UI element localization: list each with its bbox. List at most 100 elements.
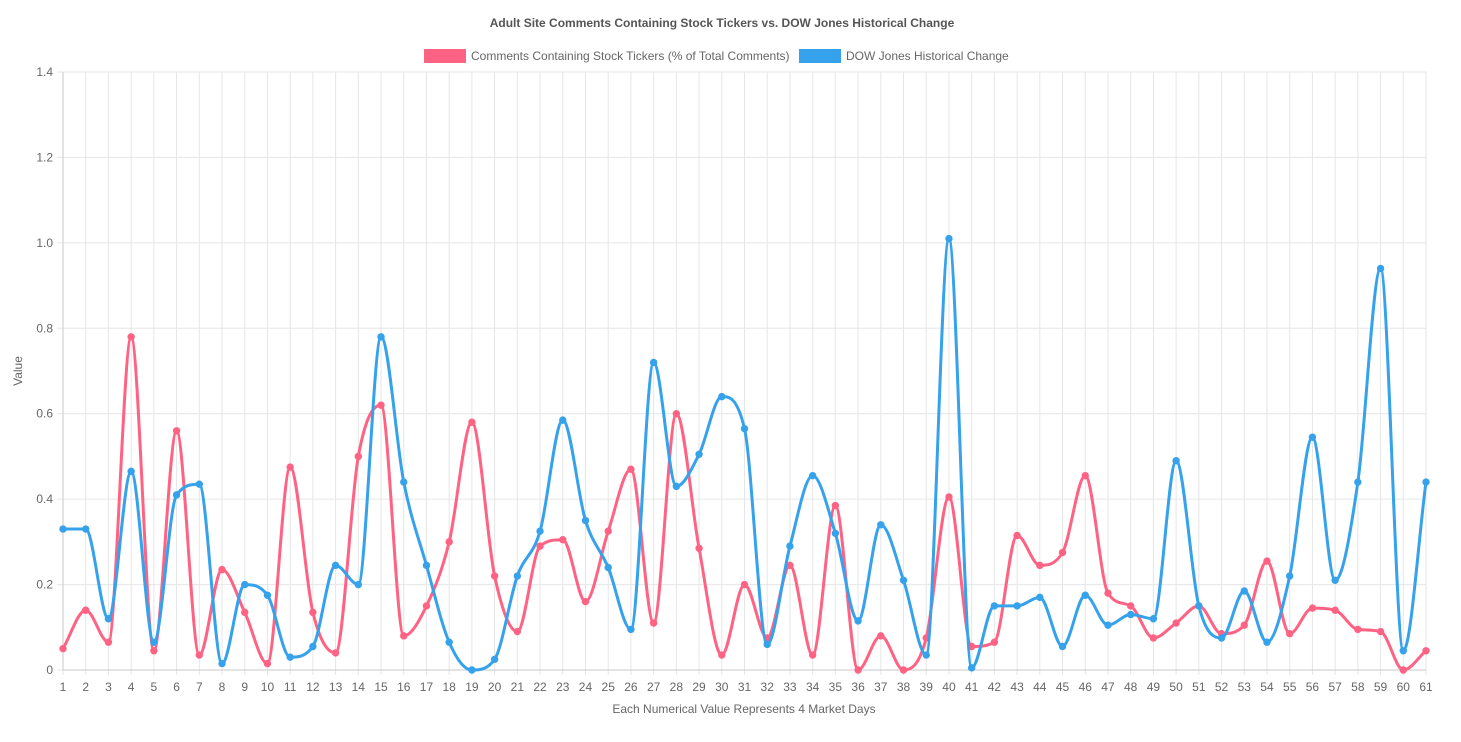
data-point-comments[interactable]	[286, 463, 294, 471]
data-point-dow[interactable]	[1149, 615, 1158, 623]
data-point-dow[interactable]	[400, 478, 408, 486]
data-point-comments[interactable]	[1104, 589, 1112, 597]
data-point-comments[interactable]	[831, 501, 840, 510]
data-point-comments[interactable]	[1331, 606, 1339, 614]
data-point-dow[interactable]	[263, 591, 272, 599]
data-point-comments[interactable]	[1081, 471, 1089, 480]
data-point-dow[interactable]	[513, 572, 522, 580]
data-point-comments[interactable]	[581, 597, 590, 606]
data-point-comments[interactable]	[1399, 666, 1407, 674]
data-point-dow[interactable]	[559, 416, 567, 424]
data-point-dow[interactable]	[945, 234, 953, 243]
data-point-dow[interactable]	[581, 516, 590, 525]
data-point-dow[interactable]	[59, 525, 67, 533]
data-point-comments[interactable]	[172, 427, 181, 435]
data-point-dow[interactable]	[422, 561, 431, 570]
data-point-comments[interactable]	[1036, 561, 1044, 570]
data-point-comments[interactable]	[377, 401, 385, 409]
data-point-dow[interactable]	[990, 602, 999, 610]
data-point-dow[interactable]	[309, 642, 317, 651]
data-point-comments[interactable]	[82, 606, 90, 614]
data-point-comments[interactable]	[445, 538, 453, 546]
data-point-dow[interactable]	[1104, 621, 1112, 629]
legend-item-comments[interactable]: Comments Containing Stock Tickers (% of …	[424, 49, 790, 63]
data-point-dow[interactable]	[1172, 457, 1180, 465]
data-point-comments[interactable]	[945, 493, 953, 501]
data-point-dow[interactable]	[1376, 264, 1385, 273]
data-point-comments[interactable]	[1013, 531, 1021, 540]
data-point-dow[interactable]	[763, 640, 771, 649]
data-point-comments[interactable]	[400, 632, 408, 640]
data-point-comments[interactable]	[59, 644, 67, 653]
data-point-dow[interactable]	[718, 392, 726, 401]
data-point-dow[interactable]	[1195, 602, 1203, 610]
data-point-comments[interactable]	[1354, 625, 1362, 634]
data-point-comments[interactable]	[990, 638, 999, 646]
data-point-comments[interactable]	[740, 580, 749, 589]
data-point-comments[interactable]	[241, 608, 249, 617]
data-point-dow[interactable]	[831, 529, 840, 538]
data-point-dow[interactable]	[490, 655, 499, 664]
data-point-dow[interactable]	[1331, 576, 1339, 584]
data-point-comments[interactable]	[354, 452, 363, 461]
data-point-dow[interactable]	[672, 482, 681, 491]
data-point-comments[interactable]	[854, 666, 862, 674]
data-point-dow[interactable]	[127, 467, 135, 476]
data-point-comments[interactable]	[1286, 629, 1294, 638]
data-point-dow[interactable]	[536, 527, 544, 535]
data-point-dow[interactable]	[241, 580, 249, 589]
data-point-comments[interactable]	[1240, 621, 1248, 629]
data-point-dow[interactable]	[1058, 642, 1067, 651]
data-point-comments[interactable]	[604, 527, 612, 535]
data-point-dow[interactable]	[354, 580, 363, 589]
data-point-comments[interactable]	[1376, 627, 1385, 636]
data-point-dow[interactable]	[172, 491, 181, 499]
data-point-comments[interactable]	[899, 666, 908, 674]
data-point-dow[interactable]	[445, 638, 453, 646]
data-point-comments[interactable]	[672, 410, 681, 418]
data-point-dow[interactable]	[82, 525, 90, 533]
data-point-dow[interactable]	[1217, 634, 1226, 642]
data-point-comments[interactable]	[808, 651, 817, 659]
data-point-dow[interactable]	[377, 333, 385, 341]
data-point-dow[interactable]	[1263, 638, 1271, 646]
data-point-dow[interactable]	[1422, 478, 1430, 486]
data-point-dow[interactable]	[854, 617, 862, 625]
data-point-comments[interactable]	[490, 572, 499, 580]
data-point-comments[interactable]	[422, 602, 431, 610]
data-point-dow[interactable]	[922, 651, 930, 659]
data-point-comments[interactable]	[218, 565, 226, 574]
data-point-comments[interactable]	[1149, 634, 1158, 642]
data-point-dow[interactable]	[1013, 602, 1021, 610]
data-point-comments[interactable]	[309, 608, 317, 617]
data-point-dow[interactable]	[1354, 478, 1362, 486]
data-point-dow[interactable]	[695, 450, 703, 458]
data-point-comments[interactable]	[877, 632, 885, 640]
data-point-comments[interactable]	[627, 465, 635, 473]
data-point-comments[interactable]	[1422, 647, 1430, 655]
data-point-dow[interactable]	[899, 576, 908, 584]
data-point-dow[interactable]	[1399, 647, 1407, 655]
data-point-comments[interactable]	[104, 638, 113, 646]
data-point-dow[interactable]	[331, 561, 340, 570]
data-point-dow[interactable]	[1126, 610, 1135, 619]
data-point-dow[interactable]	[1308, 433, 1317, 441]
data-point-comments[interactable]	[331, 649, 340, 657]
data-point-comments[interactable]	[649, 619, 658, 627]
data-point-dow[interactable]	[740, 424, 749, 433]
data-point-comments[interactable]	[195, 651, 204, 659]
data-point-comments[interactable]	[1126, 602, 1135, 610]
data-point-dow[interactable]	[877, 521, 885, 529]
data-point-comments[interactable]	[1172, 619, 1180, 627]
data-point-dow[interactable]	[468, 666, 476, 674]
data-point-dow[interactable]	[1286, 572, 1294, 580]
data-point-dow[interactable]	[604, 563, 612, 572]
data-point-comments[interactable]	[695, 544, 703, 552]
data-point-comments[interactable]	[263, 659, 272, 668]
data-point-comments[interactable]	[468, 418, 476, 426]
data-point-comments[interactable]	[1308, 604, 1317, 612]
data-point-comments[interactable]	[1058, 548, 1067, 557]
data-point-dow[interactable]	[218, 659, 226, 668]
data-point-comments[interactable]	[718, 651, 726, 659]
data-point-dow[interactable]	[104, 615, 113, 623]
